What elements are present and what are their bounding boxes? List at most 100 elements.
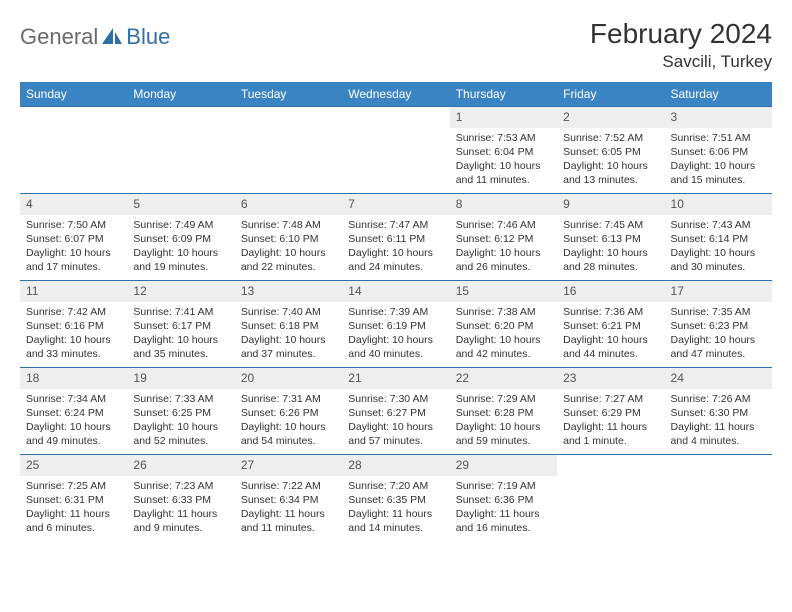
- day-number: 22: [450, 368, 557, 389]
- day-details: Sunrise: 7:25 AMSunset: 6:31 PMDaylight:…: [20, 476, 127, 539]
- header: General Blue February 2024 Savcili, Turk…: [20, 18, 772, 72]
- day-number: 19: [127, 368, 234, 389]
- day-cell: 6Sunrise: 7:48 AMSunset: 6:10 PMDaylight…: [235, 194, 342, 281]
- day-details: Sunrise: 7:23 AMSunset: 6:33 PMDaylight:…: [127, 476, 234, 539]
- day-number: 6: [235, 194, 342, 215]
- day-details: Sunrise: 7:51 AMSunset: 6:06 PMDaylight:…: [665, 128, 772, 191]
- day-number: 13: [235, 281, 342, 302]
- day-number: 20: [235, 368, 342, 389]
- day-details: Sunrise: 7:26 AMSunset: 6:30 PMDaylight:…: [665, 389, 772, 452]
- day-cell: 14Sunrise: 7:39 AMSunset: 6:19 PMDayligh…: [342, 281, 449, 368]
- day-details: Sunrise: 7:22 AMSunset: 6:34 PMDaylight:…: [235, 476, 342, 539]
- week-row: 11Sunrise: 7:42 AMSunset: 6:16 PMDayligh…: [20, 281, 772, 368]
- day-cell: 8Sunrise: 7:46 AMSunset: 6:12 PMDaylight…: [450, 194, 557, 281]
- day-cell: 4Sunrise: 7:50 AMSunset: 6:07 PMDaylight…: [20, 194, 127, 281]
- day-number: 23: [557, 368, 664, 389]
- day-number: 1: [450, 107, 557, 128]
- day-details: Sunrise: 7:39 AMSunset: 6:19 PMDaylight:…: [342, 302, 449, 365]
- day-cell: 1Sunrise: 7:53 AMSunset: 6:04 PMDaylight…: [450, 107, 557, 194]
- day-number: 18: [20, 368, 127, 389]
- day-cell: 23Sunrise: 7:27 AMSunset: 6:29 PMDayligh…: [557, 368, 664, 455]
- day-cell: 29Sunrise: 7:19 AMSunset: 6:36 PMDayligh…: [450, 455, 557, 542]
- day-cell: 5Sunrise: 7:49 AMSunset: 6:09 PMDaylight…: [127, 194, 234, 281]
- logo-sail-icon: [102, 28, 124, 46]
- day-cell: 19Sunrise: 7:33 AMSunset: 6:25 PMDayligh…: [127, 368, 234, 455]
- page-title: February 2024: [590, 18, 772, 50]
- day-name-wednesday: Wednesday: [342, 82, 449, 107]
- day-cell: 25Sunrise: 7:25 AMSunset: 6:31 PMDayligh…: [20, 455, 127, 542]
- day-cell: 27Sunrise: 7:22 AMSunset: 6:34 PMDayligh…: [235, 455, 342, 542]
- day-number: 3: [665, 107, 772, 128]
- day-cell: 21Sunrise: 7:30 AMSunset: 6:27 PMDayligh…: [342, 368, 449, 455]
- day-cell: 17Sunrise: 7:35 AMSunset: 6:23 PMDayligh…: [665, 281, 772, 368]
- day-cell: 18Sunrise: 7:34 AMSunset: 6:24 PMDayligh…: [20, 368, 127, 455]
- day-number: 10: [665, 194, 772, 215]
- day-number: 14: [342, 281, 449, 302]
- day-cell: ..: [557, 455, 664, 542]
- logo-text-general: General: [20, 24, 98, 50]
- day-cell: 20Sunrise: 7:31 AMSunset: 6:26 PMDayligh…: [235, 368, 342, 455]
- day-cell: 28Sunrise: 7:20 AMSunset: 6:35 PMDayligh…: [342, 455, 449, 542]
- day-name-monday: Monday: [127, 82, 234, 107]
- day-details: Sunrise: 7:35 AMSunset: 6:23 PMDaylight:…: [665, 302, 772, 365]
- day-details: Sunrise: 7:34 AMSunset: 6:24 PMDaylight:…: [20, 389, 127, 452]
- day-details: Sunrise: 7:31 AMSunset: 6:26 PMDaylight:…: [235, 389, 342, 452]
- day-cell: ..: [665, 455, 772, 542]
- day-names-row: SundayMondayTuesdayWednesdayThursdayFrid…: [20, 82, 772, 107]
- day-cell: 3Sunrise: 7:51 AMSunset: 6:06 PMDaylight…: [665, 107, 772, 194]
- calendar-body: ........ 1Sunrise: 7:53 AMSunset: 6:04 PM…: [20, 107, 772, 542]
- page-subtitle: Savcili, Turkey: [590, 52, 772, 72]
- day-number: 12: [127, 281, 234, 302]
- day-cell: 9Sunrise: 7:45 AMSunset: 6:13 PMDaylight…: [557, 194, 664, 281]
- day-details: Sunrise: 7:20 AMSunset: 6:35 PMDaylight:…: [342, 476, 449, 539]
- day-number: 17: [665, 281, 772, 302]
- day-number: 24: [665, 368, 772, 389]
- day-number: 4: [20, 194, 127, 215]
- day-number: 5: [127, 194, 234, 215]
- day-details: Sunrise: 7:19 AMSunset: 6:36 PMDaylight:…: [450, 476, 557, 539]
- day-details: Sunrise: 7:50 AMSunset: 6:07 PMDaylight:…: [20, 215, 127, 278]
- day-number: 15: [450, 281, 557, 302]
- day-number: 7: [342, 194, 449, 215]
- day-details: Sunrise: 7:45 AMSunset: 6:13 PMDaylight:…: [557, 215, 664, 278]
- day-details: Sunrise: 7:41 AMSunset: 6:17 PMDaylight:…: [127, 302, 234, 365]
- day-details: Sunrise: 7:36 AMSunset: 6:21 PMDaylight:…: [557, 302, 664, 365]
- day-cell: 7Sunrise: 7:47 AMSunset: 6:11 PMDaylight…: [342, 194, 449, 281]
- day-details: Sunrise: 7:48 AMSunset: 6:10 PMDaylight:…: [235, 215, 342, 278]
- title-block: February 2024 Savcili, Turkey: [590, 18, 772, 72]
- day-cell: 15Sunrise: 7:38 AMSunset: 6:20 PMDayligh…: [450, 281, 557, 368]
- day-details: Sunrise: 7:53 AMSunset: 6:04 PMDaylight:…: [450, 128, 557, 191]
- week-row: 25Sunrise: 7:25 AMSunset: 6:31 PMDayligh…: [20, 455, 772, 542]
- day-name-saturday: Saturday: [665, 82, 772, 107]
- day-cell: ..: [235, 107, 342, 194]
- day-number: 25: [20, 455, 127, 476]
- day-number: 27: [235, 455, 342, 476]
- day-cell: ..: [127, 107, 234, 194]
- logo: General Blue: [20, 18, 170, 50]
- day-cell: 12Sunrise: 7:41 AMSunset: 6:17 PMDayligh…: [127, 281, 234, 368]
- day-details: Sunrise: 7:33 AMSunset: 6:25 PMDaylight:…: [127, 389, 234, 452]
- day-details: Sunrise: 7:46 AMSunset: 6:12 PMDaylight:…: [450, 215, 557, 278]
- day-name-tuesday: Tuesday: [235, 82, 342, 107]
- day-cell: 22Sunrise: 7:29 AMSunset: 6:28 PMDayligh…: [450, 368, 557, 455]
- day-details: Sunrise: 7:40 AMSunset: 6:18 PMDaylight:…: [235, 302, 342, 365]
- week-row: 4Sunrise: 7:50 AMSunset: 6:07 PMDaylight…: [20, 194, 772, 281]
- day-number: 29: [450, 455, 557, 476]
- day-cell: 10Sunrise: 7:43 AMSunset: 6:14 PMDayligh…: [665, 194, 772, 281]
- day-name-friday: Friday: [557, 82, 664, 107]
- day-details: Sunrise: 7:30 AMSunset: 6:27 PMDaylight:…: [342, 389, 449, 452]
- day-number: 2: [557, 107, 664, 128]
- day-cell: ..: [20, 107, 127, 194]
- day-number: 9: [557, 194, 664, 215]
- day-number: 21: [342, 368, 449, 389]
- day-details: Sunrise: 7:27 AMSunset: 6:29 PMDaylight:…: [557, 389, 664, 452]
- week-row: ........1Sunrise: 7:53 AMSunset: 6:04 PM…: [20, 107, 772, 194]
- day-cell: 2Sunrise: 7:52 AMSunset: 6:05 PMDaylight…: [557, 107, 664, 194]
- day-details: Sunrise: 7:52 AMSunset: 6:05 PMDaylight:…: [557, 128, 664, 191]
- day-cell: 26Sunrise: 7:23 AMSunset: 6:33 PMDayligh…: [127, 455, 234, 542]
- week-row: 18Sunrise: 7:34 AMSunset: 6:24 PMDayligh…: [20, 368, 772, 455]
- day-details: Sunrise: 7:49 AMSunset: 6:09 PMDaylight:…: [127, 215, 234, 278]
- day-details: Sunrise: 7:42 AMSunset: 6:16 PMDaylight:…: [20, 302, 127, 365]
- day-details: Sunrise: 7:38 AMSunset: 6:20 PMDaylight:…: [450, 302, 557, 365]
- logo-text-blue: Blue: [126, 24, 170, 50]
